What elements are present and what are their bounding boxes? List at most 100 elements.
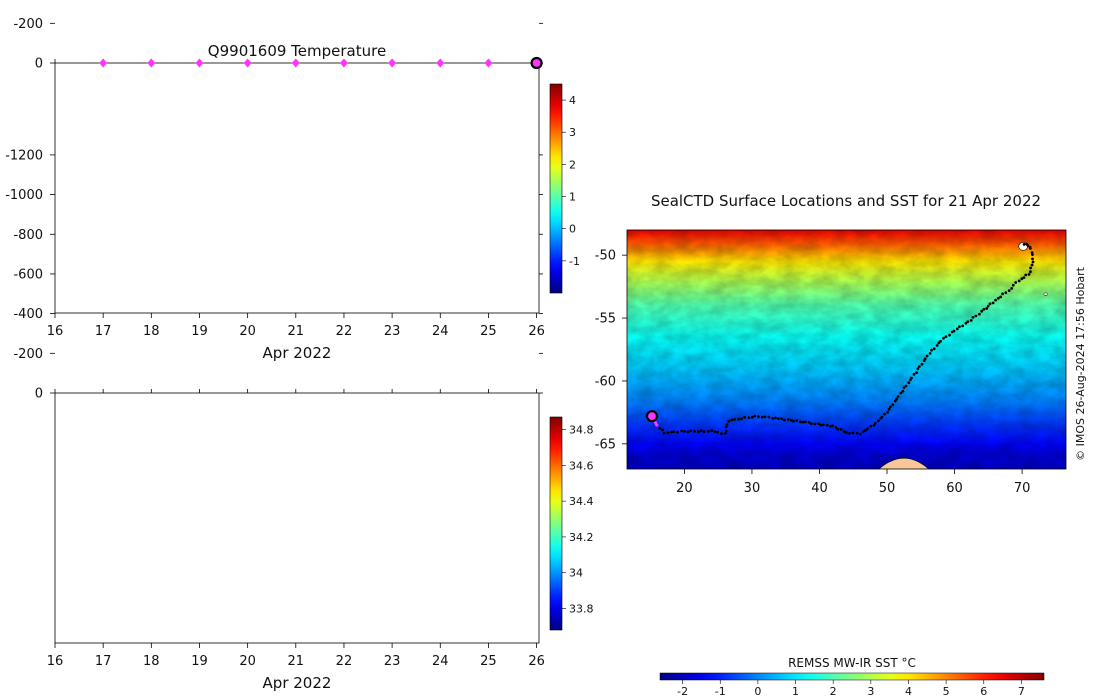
track-point	[843, 430, 846, 433]
track-point	[982, 307, 986, 311]
track-point	[964, 321, 968, 325]
track-point	[699, 429, 703, 433]
track-point	[780, 417, 784, 421]
s-x-tick-label: 25	[480, 654, 497, 669]
colorbar-tick-label: 0	[569, 223, 576, 236]
current-position-dot	[645, 410, 659, 423]
track-point	[710, 429, 714, 433]
sst-colorbar-tick-label: 1	[792, 685, 799, 698]
track-point	[760, 415, 764, 419]
map-y-tick-label: -60	[595, 374, 616, 389]
map-frame	[626, 229, 1067, 470]
sst-colorbar-tick-label: 3	[867, 685, 874, 698]
s-x-tick-label: 21	[288, 654, 305, 669]
s-y-tick-label: 0	[35, 387, 43, 402]
track-point	[869, 424, 873, 428]
surface-profile-marker	[195, 58, 204, 68]
s-y-tick-label: -600	[13, 267, 43, 282]
track-point	[872, 424, 876, 427]
track-point	[733, 418, 736, 421]
sst-colorbar-label: REMSS MW-IR SST °C	[788, 656, 916, 670]
track-point	[753, 414, 757, 418]
track-point	[935, 344, 939, 347]
t-y-tick-label: 0	[35, 57, 43, 72]
salinity-colorbar	[549, 416, 563, 631]
track-point	[985, 307, 989, 310]
track-point	[986, 304, 990, 308]
salinity-x-axis-label: Apr 2022	[263, 674, 332, 692]
colorbar-tick-label: 34	[569, 567, 583, 580]
track-point	[672, 430, 676, 433]
track-point	[825, 423, 829, 427]
track-point	[851, 431, 855, 435]
s-x-tick-label: 18	[143, 654, 160, 669]
track-point	[915, 371, 918, 374]
surface-profile-marker	[99, 58, 108, 68]
map-x-tick-label: 40	[811, 481, 828, 496]
s-x-tick-label: 26	[528, 654, 545, 669]
s-y-tick-label: -400	[13, 307, 43, 322]
t-x-tick-label: 25	[480, 324, 497, 339]
track-point	[961, 324, 965, 328]
track-point	[916, 367, 920, 371]
t-x-tick-label: 18	[143, 324, 160, 339]
track-point	[909, 378, 912, 382]
track-point	[743, 415, 747, 419]
track-point	[991, 301, 995, 305]
track-point	[658, 427, 662, 430]
track-point	[932, 347, 936, 351]
track-point	[771, 417, 775, 420]
track-point	[836, 427, 840, 431]
colorbar-tick-label: -1	[569, 255, 580, 268]
sst-colorbar-tick-label: -2	[677, 685, 688, 698]
track-point	[980, 309, 984, 313]
track-point	[904, 384, 908, 388]
track-point	[1020, 277, 1024, 281]
track-point	[912, 372, 916, 376]
track-point	[1001, 292, 1004, 296]
track-point	[661, 428, 664, 432]
s-y-tick-label: -1200	[5, 148, 43, 163]
track-point	[683, 429, 686, 433]
track-point	[920, 362, 924, 366]
track-point	[886, 410, 889, 414]
current-profile-marker	[530, 56, 543, 70]
antarctica-land	[878, 458, 930, 469]
track-point	[795, 419, 799, 422]
track-point	[1030, 263, 1034, 267]
sst-colorbar-tick-label: 5	[943, 685, 950, 698]
track-point	[819, 423, 823, 427]
track-point	[879, 416, 883, 420]
track-point	[725, 423, 729, 427]
track-point	[1017, 279, 1021, 283]
track-point	[767, 415, 771, 419]
land-masses	[878, 242, 1048, 469]
track-point	[864, 429, 867, 432]
sst-colorbar-tick-label: 6	[980, 685, 987, 698]
track-point	[855, 431, 859, 435]
track-point	[774, 416, 777, 420]
track-point	[930, 348, 933, 352]
surface-profile-marker	[339, 58, 348, 68]
current-position-marker	[645, 410, 659, 423]
surface-profile-marker	[147, 58, 156, 68]
salinity-plot-frame	[54, 392, 540, 644]
track-point	[955, 327, 959, 331]
track-point	[727, 419, 731, 423]
sst-texture	[627, 230, 1066, 469]
track-point	[831, 424, 834, 428]
track-point	[693, 429, 696, 433]
track-point	[937, 341, 941, 345]
t-x-tick-label: 24	[432, 324, 449, 339]
track-point	[974, 314, 978, 318]
map-y-tick-label: -50	[595, 249, 616, 264]
track-point	[786, 418, 790, 421]
imos-credit: © IMOS 26-Aug-2024 17:56 Hobart	[1074, 266, 1087, 460]
map-y-tick-label: -65	[595, 437, 616, 452]
track-point	[917, 365, 921, 368]
track-point	[834, 426, 838, 429]
track-point	[799, 420, 802, 424]
track-point	[1026, 244, 1030, 247]
temperature-section-plot: Q9901609 Temperature 0 -200 -400 -600 -800 -1…	[13, 17, 580, 362]
